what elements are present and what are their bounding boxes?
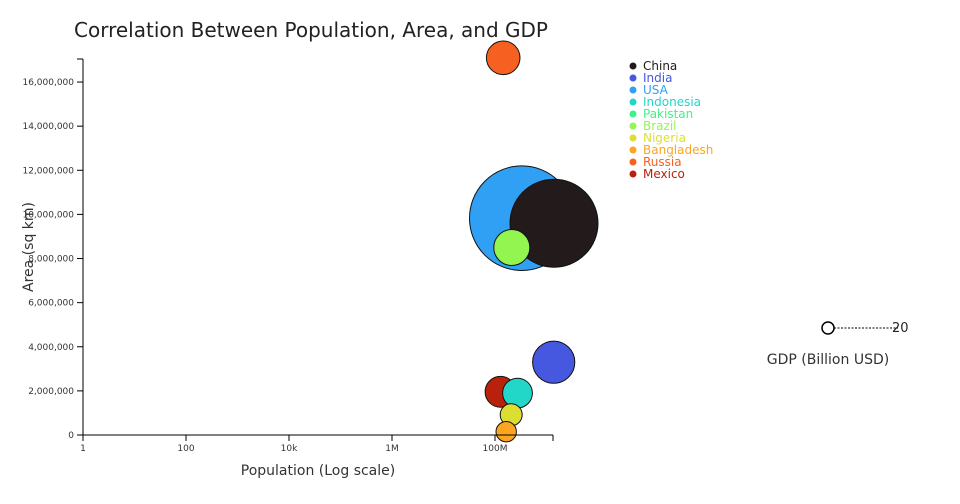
legend-marker-icon: [629, 134, 637, 142]
legend-item-brazil[interactable]: Brazil: [629, 119, 677, 133]
legend-label: China: [643, 59, 677, 73]
y-tick-label: 16,000,000: [22, 78, 74, 88]
legend-label: Russia: [643, 155, 682, 169]
legend-marker-icon: [629, 62, 637, 70]
chart-title: Correlation Between Population, Area, an…: [74, 18, 548, 42]
size-legend: 20 GDP (Billion USD): [767, 321, 909, 368]
plot-area: [469, 40, 599, 443]
legend-marker-icon: [629, 98, 637, 106]
y-axis: 0 2,000,000 4,000,000 6,000,000 8,000,000 10,…: [21, 58, 84, 441]
size-legend-value: 20: [892, 321, 909, 336]
y-tick-label: 6,000,000: [28, 299, 74, 309]
legend-label: Mexico: [643, 167, 685, 181]
size-legend-circle: [821, 321, 835, 335]
y-ticks: 0 2,000,000 4,000,000 6,000,000 8,000,000 10,…: [22, 78, 83, 441]
x-axis: 1 100 10k 1M 100M Population (Log scale): [80, 434, 554, 479]
legend-label: Nigeria: [643, 131, 686, 145]
legend-item-russia[interactable]: Russia: [629, 155, 682, 169]
legend-label: Pakistan: [643, 107, 693, 121]
legend-marker-icon: [629, 158, 637, 166]
legend-item-china[interactable]: China: [629, 59, 678, 73]
bubble-india[interactable]: [532, 340, 576, 384]
x-tick-label: 100: [177, 444, 194, 454]
x-tick-label: 1M: [385, 444, 399, 454]
bubble-brazil[interactable]: [493, 229, 531, 266]
legend-label: USA: [643, 83, 669, 97]
legend-item-usa[interactable]: USA: [629, 83, 669, 97]
y-tick-label: 14,000,000: [22, 122, 74, 132]
y-tick-label: 2,000,000: [28, 387, 74, 397]
legend-item-mexico[interactable]: Mexico: [629, 167, 685, 181]
bubble-indonesia[interactable]: [502, 377, 533, 409]
x-tick-label: 1: [80, 444, 86, 454]
legend-item-pakistan[interactable]: Pakistan: [629, 107, 694, 121]
y-tick-label: 4,000,000: [28, 343, 74, 353]
legend-label: Indonesia: [643, 95, 701, 109]
y-tick-label: 0: [68, 431, 74, 441]
legend-marker-icon: [629, 146, 637, 154]
legend-marker-icon: [629, 110, 637, 118]
legend-marker-icon: [629, 74, 637, 82]
legend-item-nigeria[interactable]: Nigeria: [629, 131, 686, 145]
x-axis-label: Population (Log scale): [241, 463, 395, 479]
y-tick-label: 10,000,000: [22, 210, 74, 220]
legend-item-india[interactable]: India: [629, 71, 673, 85]
legend-label: Bangladesh: [643, 143, 713, 157]
legend-label: India: [643, 71, 672, 85]
legend-marker-icon: [629, 86, 637, 94]
legend: ChinaIndiaUSAIndonesiaPakistanBrazilNige…: [629, 59, 714, 181]
y-tick-label: 8,000,000: [28, 255, 74, 265]
bubble-china[interactable]: [509, 178, 599, 268]
y-axis-label: Area (sq km): [21, 202, 37, 292]
bubble-russia[interactable]: [485, 40, 521, 76]
bubble-bangladesh[interactable]: [495, 421, 517, 443]
size-legend-title: GDP (Billion USD): [767, 352, 889, 368]
legend-label: Brazil: [643, 119, 677, 133]
x-tick-label: 100M: [483, 444, 508, 454]
legend-marker-icon: [629, 122, 637, 130]
legend-item-bangladesh[interactable]: Bangladesh: [629, 143, 714, 157]
x-tick-label: 10k: [281, 444, 298, 454]
legend-item-indonesia[interactable]: Indonesia: [629, 95, 702, 109]
legend-marker-icon: [629, 170, 637, 178]
y-tick-label: 12,000,000: [22, 166, 74, 176]
x-ticks: 1 100 10k 1M 100M: [80, 435, 507, 454]
